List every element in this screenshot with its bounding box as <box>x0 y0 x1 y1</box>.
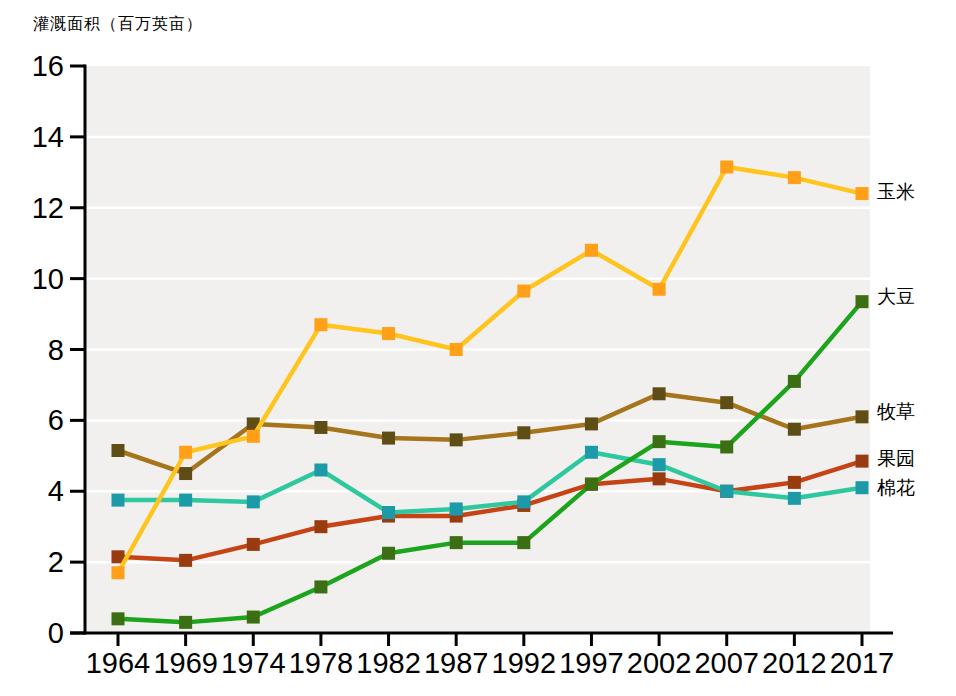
series-marker-果园 <box>653 472 666 485</box>
y-tick-label: 10 <box>32 263 64 295</box>
series-marker-玉米 <box>179 446 192 459</box>
x-tick-label: 1969 <box>153 647 218 679</box>
x-tick-label: 1992 <box>492 647 557 679</box>
series-marker-果园 <box>856 455 869 468</box>
series-marker-果园 <box>314 520 327 533</box>
line-chart: 灌溉面积（百万英亩） 02468101214161964196919741978… <box>0 0 956 696</box>
series-marker-玉米 <box>314 318 327 331</box>
series-marker-牧草 <box>112 444 125 457</box>
series-marker-棉花 <box>382 506 395 519</box>
y-tick-label: 0 <box>48 617 64 649</box>
series-marker-牧草 <box>179 467 192 480</box>
series-marker-玉米 <box>247 430 260 443</box>
series-marker-大豆 <box>247 611 260 624</box>
series-marker-大豆 <box>179 616 192 629</box>
series-marker-棉花 <box>720 485 733 498</box>
series-marker-牧草 <box>450 433 463 446</box>
x-tick-label: 2012 <box>762 647 827 679</box>
series-marker-棉花 <box>653 458 666 471</box>
series-marker-棉花 <box>585 446 598 459</box>
series-marker-果园 <box>179 554 192 567</box>
series-marker-牧草 <box>856 410 869 423</box>
series-marker-棉花 <box>179 494 192 507</box>
series-marker-大豆 <box>450 536 463 549</box>
series-marker-棉花 <box>450 502 463 515</box>
series-marker-玉米 <box>382 327 395 340</box>
series-marker-棉花 <box>856 481 869 494</box>
y-tick-label: 14 <box>32 121 64 153</box>
chart-canvas: 0246810121416196419691974197819821987199… <box>0 0 956 696</box>
series-marker-棉花 <box>112 494 125 507</box>
series-marker-大豆 <box>653 435 666 448</box>
series-marker-牧草 <box>720 396 733 409</box>
y-tick-label: 4 <box>48 475 64 507</box>
series-marker-牧草 <box>314 421 327 434</box>
series-marker-玉米 <box>112 566 125 579</box>
series-marker-玉米 <box>788 171 801 184</box>
series-label-玉米: 玉米 <box>877 181 915 202</box>
series-label-牧草: 牧草 <box>877 401 915 422</box>
x-tick-label: 1978 <box>289 647 354 679</box>
series-marker-大豆 <box>788 375 801 388</box>
y-tick-label: 6 <box>48 404 64 436</box>
x-tick-label: 1997 <box>559 647 624 679</box>
series-marker-棉花 <box>247 495 260 508</box>
y-tick-label: 2 <box>48 546 64 578</box>
series-marker-玉米 <box>856 187 869 200</box>
series-label-棉花: 棉花 <box>877 477 915 498</box>
series-marker-玉米 <box>720 160 733 173</box>
series-label-果园: 果园 <box>877 448 915 469</box>
series-marker-大豆 <box>314 580 327 593</box>
x-tick-label: 2007 <box>694 647 759 679</box>
series-marker-大豆 <box>856 295 869 308</box>
series-marker-大豆 <box>112 612 125 625</box>
series-marker-大豆 <box>585 478 598 491</box>
y-tick-label: 8 <box>48 334 64 366</box>
x-tick-label: 2017 <box>830 647 895 679</box>
series-marker-玉米 <box>585 244 598 257</box>
series-marker-大豆 <box>382 547 395 560</box>
series-marker-大豆 <box>720 440 733 453</box>
series-marker-牧草 <box>517 426 530 439</box>
y-tick-label: 16 <box>32 50 64 82</box>
series-marker-果园 <box>247 538 260 551</box>
x-tick-label: 1974 <box>221 647 286 679</box>
y-tick-label: 12 <box>32 192 64 224</box>
series-marker-果园 <box>788 476 801 489</box>
series-label-大豆: 大豆 <box>877 286 915 307</box>
x-tick-label: 1964 <box>86 647 151 679</box>
series-marker-玉米 <box>653 283 666 296</box>
series-marker-牧草 <box>788 423 801 436</box>
series-marker-玉米 <box>450 343 463 356</box>
series-marker-牧草 <box>585 417 598 430</box>
x-tick-label: 2002 <box>627 647 692 679</box>
series-marker-棉花 <box>314 463 327 476</box>
series-marker-牧草 <box>653 387 666 400</box>
x-tick-label: 1987 <box>424 647 489 679</box>
series-marker-棉花 <box>517 495 530 508</box>
series-marker-牧草 <box>382 432 395 445</box>
series-marker-棉花 <box>788 492 801 505</box>
series-marker-玉米 <box>517 285 530 298</box>
x-tick-label: 1982 <box>356 647 421 679</box>
series-marker-大豆 <box>517 536 530 549</box>
